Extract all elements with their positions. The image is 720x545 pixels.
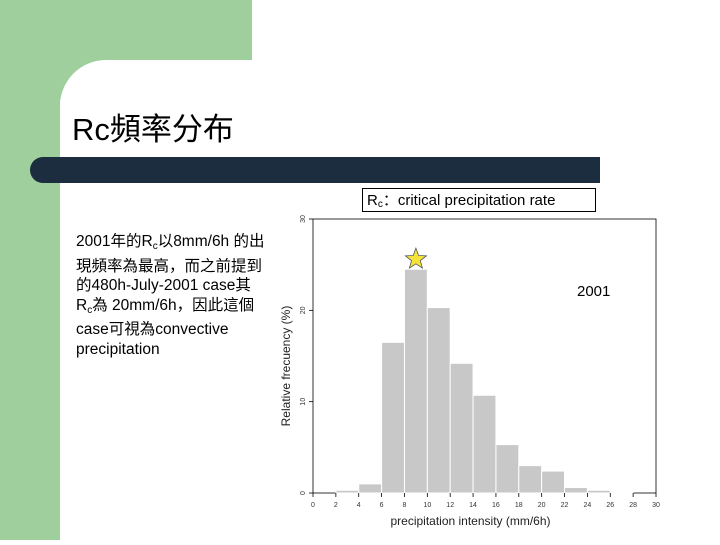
histogram-bar [358,483,383,494]
x-tick-label: 0 [311,502,315,509]
description-text: 2001年的Rc以8mm/6h 的出現頻率為最高，而之前提到的480h-July… [76,232,266,359]
histogram-bar [335,489,360,494]
y-tick-label: 10 [300,398,307,406]
histogram-bar [518,465,543,494]
x-tick-label: 4 [357,502,361,509]
x-tick-label: 14 [469,502,477,509]
x-tick-label: 26 [606,502,614,509]
x-tick-label: 2 [334,502,338,509]
desc-subscript-1: c [152,241,158,252]
histogram-svg: 0 2 4 6 8 10 12 14 16 18 20 22 24 26 28 300102030precip… [279,215,660,528]
histogram-bar [449,362,474,494]
desc-subscript-2: c [87,304,93,316]
accent-green-side [0,0,60,540]
chart-annotation-year: 2001 [577,283,610,300]
rc-subscript: c [377,199,383,210]
x-tick-label: 18 [515,502,523,509]
histogram-bar [426,307,451,494]
y-tick-label: 20 [300,306,307,314]
x-tick-label: 20 [538,502,546,509]
histogram-bar [609,491,634,494]
x-tick-label: 8 [403,502,407,509]
y-tick-label: 30 [300,215,307,223]
rc-definition-text: ：critical precipitation rate [382,192,556,209]
desc-part-2: 以8mm/6h 的出現頻率為最高，而之前提到的480h-July-2001 ca… [76,233,265,314]
histogram-chart: 0 2 4 6 8 10 12 14 16 18 20 22 24 26 28 30 0 10 20 30 precip… [270,208,670,540]
x-tick-label: 10 [423,502,431,509]
histogram-bar [564,487,588,494]
x-tick-label: 28 [629,502,637,509]
x-tick-label: 30 [652,502,660,509]
x-tick-label: 6 [380,502,384,509]
y-tick-label: 0 [300,491,307,495]
title-underline-bar [30,157,600,183]
histogram-bar [586,489,611,494]
histogram-bar [541,470,566,494]
x-axis-label: precipitation intensity (mm/6h) [390,514,550,528]
histogram-bar [472,394,497,494]
desc-part-1: 2001年的R [76,233,153,250]
histogram-bar [403,268,428,494]
star-icon [404,247,428,270]
histogram-bar [495,444,520,494]
desc-part-3: 為 20mm/6h，因此這個case可視為convective precipit… [76,296,255,358]
y-axis-label: Relative frecuency (%) [279,306,293,427]
x-tick-label: 22 [561,502,569,509]
rc-definition-box: Rc：critical precipitation rate [362,188,596,212]
x-tick-label: 24 [584,502,592,509]
histogram-bar [381,341,405,494]
x-tick-label: 16 [492,502,500,509]
rc-symbol: R [367,192,378,209]
x-tick-label: 12 [446,502,454,509]
slide-title: Rc頻率分布 [72,112,234,147]
